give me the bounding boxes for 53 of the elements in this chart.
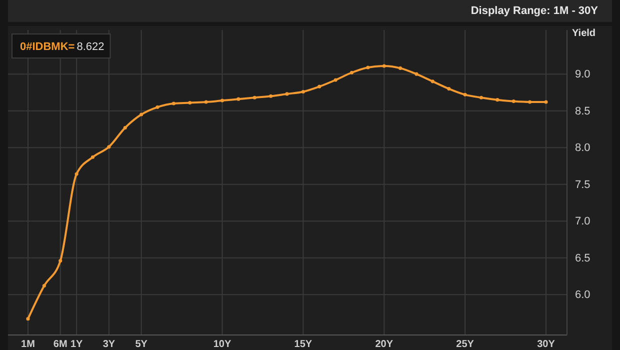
point — [301, 90, 305, 94]
x-tick-label: 30Y — [537, 339, 556, 350]
point — [398, 66, 402, 70]
y-tick-label: 9.0 — [575, 68, 590, 81]
text: 0#IDBMK= — [20, 41, 75, 53]
x-tick-label: 1Y — [70, 339, 84, 350]
y-tick-label: 7.5 — [575, 178, 590, 191]
point — [350, 70, 354, 74]
y-tick-label: 7.0 — [575, 216, 590, 228]
point — [156, 105, 160, 109]
point — [42, 284, 46, 288]
point — [236, 97, 240, 101]
y-tick-label: 8.5 — [575, 105, 590, 118]
point — [334, 78, 338, 82]
y-tick-label: 6.5 — [575, 252, 590, 264]
annotation: 8.622 — [76, 41, 104, 53]
point — [382, 64, 386, 68]
point — [220, 98, 224, 102]
x-tick-label: 15Y — [294, 339, 312, 350]
x-tick-label: 10Y — [213, 339, 232, 350]
x-tick-label: 25Y — [456, 339, 474, 350]
point — [496, 98, 500, 102]
point — [107, 145, 111, 149]
point — [463, 92, 467, 96]
point — [269, 94, 273, 98]
x-tick-label: 5Y — [135, 339, 148, 350]
y-axis-title: Yield — [572, 28, 596, 39]
point — [285, 92, 289, 96]
x-tick-label: 3Y — [102, 339, 116, 350]
point — [366, 66, 370, 70]
point — [172, 102, 176, 106]
point — [252, 96, 256, 100]
point — [26, 317, 30, 321]
x-tick-label: 1M — [21, 339, 35, 350]
point — [479, 96, 484, 100]
x-tick-label: 20Y — [375, 339, 394, 350]
x-tick-label: 6M — [53, 339, 68, 350]
point — [447, 87, 451, 91]
y-tick-label: 6.0 — [575, 289, 590, 302]
point — [318, 84, 322, 88]
point — [512, 100, 516, 104]
point — [90, 155, 95, 159]
point — [140, 112, 144, 116]
point — [528, 100, 532, 104]
point — [414, 72, 418, 76]
point — [58, 258, 62, 263]
point — [204, 100, 208, 104]
y-tick-label: 8.0 — [575, 142, 590, 154]
chart-subtitle: Display Range: 1M - 30Y — [470, 5, 599, 17]
point — [123, 126, 127, 130]
point — [430, 80, 434, 84]
point — [544, 100, 548, 104]
point — [74, 172, 78, 176]
